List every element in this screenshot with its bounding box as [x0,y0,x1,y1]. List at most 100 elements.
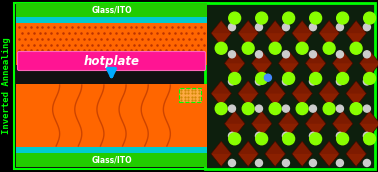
Circle shape [336,159,344,166]
Polygon shape [319,20,339,46]
Polygon shape [332,111,353,136]
Polygon shape [238,141,259,167]
Polygon shape [305,111,326,136]
Text: Glass/ITO: Glass/ITO [91,6,132,14]
Polygon shape [278,111,299,136]
Circle shape [256,105,262,112]
Bar [16,23,207,65]
Polygon shape [346,20,366,33]
Polygon shape [346,141,366,154]
Polygon shape [278,111,299,124]
Polygon shape [211,20,231,46]
Circle shape [256,132,262,139]
Bar [16,153,207,167]
Bar [16,147,207,153]
Polygon shape [305,51,326,76]
Circle shape [256,133,268,145]
Circle shape [296,42,308,54]
Polygon shape [238,20,259,46]
Polygon shape [265,81,285,94]
Circle shape [229,12,241,24]
Circle shape [264,74,271,81]
Circle shape [256,73,268,84]
Bar [205,3,375,169]
Circle shape [228,78,235,85]
Circle shape [282,132,290,139]
Polygon shape [238,20,259,33]
Circle shape [323,42,335,54]
Circle shape [363,51,370,58]
Circle shape [282,51,290,58]
Circle shape [364,73,375,84]
Circle shape [283,133,294,145]
Circle shape [282,24,290,31]
Polygon shape [251,111,272,136]
Polygon shape [251,51,272,63]
Circle shape [364,12,375,24]
Circle shape [336,105,344,112]
Circle shape [228,51,235,58]
Circle shape [310,78,316,85]
Circle shape [228,132,235,139]
Circle shape [283,12,294,24]
Polygon shape [292,141,312,167]
Polygon shape [225,51,245,76]
Circle shape [336,51,344,58]
Text: Glass/ITO: Glass/ITO [91,155,132,164]
Polygon shape [225,51,245,63]
Circle shape [256,24,262,31]
Bar [16,3,207,17]
Bar [16,84,207,147]
Circle shape [228,159,235,166]
Circle shape [269,42,281,54]
Polygon shape [251,111,272,124]
Text: Inverted Annealing: Inverted Annealing [2,38,11,134]
Polygon shape [292,141,312,154]
Circle shape [350,42,362,54]
Polygon shape [332,51,353,63]
Circle shape [363,24,370,31]
Circle shape [363,159,370,166]
FancyBboxPatch shape [17,51,206,71]
Polygon shape [359,111,378,124]
Polygon shape [265,20,285,46]
Polygon shape [278,51,299,63]
Polygon shape [265,141,285,154]
Polygon shape [211,141,231,154]
Polygon shape [238,81,259,94]
Polygon shape [278,51,299,76]
Polygon shape [225,111,245,136]
Circle shape [256,12,268,24]
Circle shape [228,24,235,31]
Polygon shape [292,81,312,94]
Polygon shape [346,81,366,94]
Circle shape [336,132,344,139]
Circle shape [282,78,290,85]
Polygon shape [319,81,339,106]
Polygon shape [319,20,339,33]
Polygon shape [332,51,353,76]
Polygon shape [346,141,366,167]
Circle shape [283,73,294,84]
Circle shape [269,103,281,115]
Circle shape [310,132,316,139]
Polygon shape [292,81,312,106]
Circle shape [337,133,349,145]
Circle shape [310,159,316,166]
Polygon shape [265,20,285,33]
Circle shape [363,132,370,139]
Polygon shape [265,141,285,167]
Polygon shape [319,141,339,154]
Circle shape [256,159,262,166]
Bar [16,17,207,23]
Circle shape [336,78,344,85]
Text: hotplate: hotplate [84,55,139,67]
Circle shape [323,103,335,115]
Circle shape [296,103,308,115]
Circle shape [228,105,235,112]
Polygon shape [265,81,285,106]
Circle shape [215,42,227,54]
Circle shape [282,159,290,166]
Polygon shape [211,20,231,33]
Circle shape [336,24,344,31]
